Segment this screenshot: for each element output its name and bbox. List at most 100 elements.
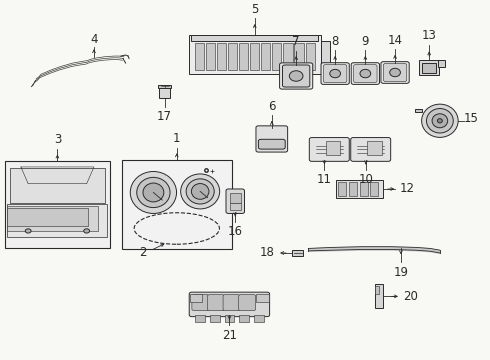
Text: 9: 9 [362,35,369,48]
Text: 16: 16 [228,225,243,238]
Text: 13: 13 [422,30,437,42]
FancyBboxPatch shape [383,63,407,82]
Bar [320,41,330,68]
Text: 17: 17 [157,110,172,123]
FancyBboxPatch shape [207,294,224,311]
Bar [349,182,357,196]
Bar [370,182,378,196]
Bar [338,182,346,196]
Text: 8: 8 [331,35,339,48]
Bar [217,42,226,69]
Ellipse shape [421,104,458,138]
Ellipse shape [181,174,220,209]
Bar [326,141,341,156]
Bar [239,315,249,321]
Text: 21: 21 [222,329,237,342]
FancyBboxPatch shape [258,139,285,149]
Bar [360,182,368,196]
Bar [206,42,215,69]
Bar [375,286,379,294]
Ellipse shape [360,69,371,78]
Bar [294,42,304,69]
Bar [192,35,318,41]
Ellipse shape [289,71,303,81]
Bar [159,88,170,98]
Text: 12: 12 [400,183,415,195]
Text: 2: 2 [139,247,147,260]
Bar [190,294,202,302]
Text: 15: 15 [463,112,478,125]
Bar [250,42,259,69]
Text: 19: 19 [393,266,408,279]
Bar [230,193,241,203]
FancyBboxPatch shape [192,294,209,311]
Bar [196,315,205,321]
Bar [283,42,293,69]
Bar [292,250,303,256]
FancyBboxPatch shape [354,64,377,83]
Ellipse shape [432,114,448,128]
Bar [158,85,171,88]
Bar [210,315,220,321]
Text: 10: 10 [358,173,373,186]
FancyBboxPatch shape [256,126,288,152]
FancyBboxPatch shape [351,138,391,161]
Ellipse shape [390,68,400,77]
Ellipse shape [130,171,176,213]
FancyBboxPatch shape [226,189,245,213]
Polygon shape [267,131,277,137]
Bar [7,204,107,237]
Bar [228,42,237,69]
Bar [189,35,320,73]
Text: 1: 1 [173,132,180,145]
Ellipse shape [143,183,164,202]
Text: 3: 3 [54,133,61,146]
Bar [368,141,382,156]
Ellipse shape [192,184,209,199]
Bar [10,168,105,203]
Ellipse shape [25,229,31,233]
Bar [224,315,234,321]
Ellipse shape [137,177,170,208]
FancyBboxPatch shape [239,294,256,311]
FancyBboxPatch shape [223,294,240,311]
Text: 6: 6 [268,100,275,113]
FancyBboxPatch shape [280,63,313,89]
FancyBboxPatch shape [381,62,409,84]
Bar [230,203,241,210]
Bar [261,42,270,69]
Bar [256,294,269,302]
Text: 11: 11 [317,173,332,186]
Bar [336,180,383,198]
FancyBboxPatch shape [323,64,347,83]
Bar [422,63,436,72]
Ellipse shape [84,229,90,233]
FancyBboxPatch shape [321,63,349,84]
Polygon shape [21,167,94,184]
Bar [415,108,422,112]
Bar [195,42,204,69]
FancyBboxPatch shape [351,63,379,84]
Text: 14: 14 [388,33,403,46]
Text: 20: 20 [403,290,418,303]
Bar [438,60,445,67]
Ellipse shape [426,108,453,133]
Text: 18: 18 [259,247,274,260]
Bar [122,160,232,249]
FancyBboxPatch shape [189,292,270,317]
Bar [306,42,315,69]
Text: 7: 7 [293,35,300,48]
Bar [374,284,383,308]
Ellipse shape [186,179,214,204]
FancyBboxPatch shape [309,138,349,161]
Bar [239,42,248,69]
Ellipse shape [330,69,341,78]
FancyBboxPatch shape [283,65,310,87]
Bar [7,208,88,226]
Bar [254,315,264,321]
Bar [419,60,440,75]
Bar [7,207,98,231]
Text: 5: 5 [251,3,258,16]
Ellipse shape [438,119,442,123]
Bar [5,161,110,248]
